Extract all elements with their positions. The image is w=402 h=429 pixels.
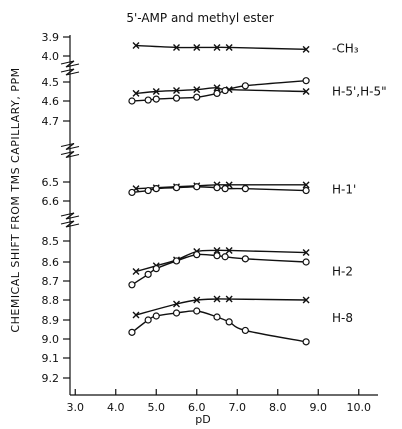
data-point-circle (193, 307, 201, 315)
chart-title: 5'-AMP and methyl ester (126, 11, 273, 25)
data-point-cross (193, 296, 201, 304)
series-label: -CH₃ (332, 41, 359, 55)
y-tick-label: 6.6 (42, 195, 60, 208)
data-point-circle (302, 186, 310, 195)
data-point-circle (172, 94, 181, 102)
data-point-cross (302, 249, 310, 257)
series-label: H-5',H-5" (332, 85, 387, 99)
data-point-circle (221, 253, 229, 261)
data-point-cross (213, 295, 221, 303)
data-point-circle (241, 82, 249, 90)
data-point-cross (225, 295, 233, 303)
axis-break-mark (60, 212, 80, 228)
x-tick-label: 8.0 (269, 401, 287, 414)
data-point-circle (144, 186, 152, 195)
data-point-circle (128, 97, 136, 105)
data-point-cross (213, 43, 221, 51)
data-point-circle (213, 313, 221, 321)
data-point-circle (128, 281, 136, 289)
data-point-circle (213, 184, 221, 192)
axis-break-mark (60, 60, 80, 76)
x-tick-label: 6.0 (188, 401, 206, 414)
x-axis-title: pD (195, 413, 210, 426)
y-tick-label: 8.7 (42, 275, 60, 288)
data-point-cross (132, 268, 140, 275)
y-tick-label: 9.2 (42, 372, 60, 385)
x-tick-label: 3.0 (67, 401, 85, 414)
x-tick-label: 5.0 (148, 401, 166, 414)
axes: 3.9 4.0 4.5 4.6 4.7 6.5 6.6 8.5 8.6 8.7 8.8 8.9 9.0 9… (42, 31, 378, 414)
data-point-circle (144, 316, 152, 324)
data-point-circle (241, 255, 249, 263)
y-tick-label: 4.5 (42, 76, 60, 89)
data-point-cross (213, 84, 221, 92)
y-tick-label: 8.5 (42, 235, 60, 248)
series-line (135, 44, 307, 51)
data-point-circle (128, 188, 136, 197)
data-point-cross (225, 246, 233, 254)
axis-break-mark (60, 142, 80, 159)
y-axis-title: CHEMICAL SHIFT FROM TMS CAPILLARY, PPM (9, 67, 22, 332)
data-point-circle (213, 89, 221, 98)
data-point-cross (173, 43, 180, 51)
data-point-cross (302, 88, 310, 95)
data-point-circle (193, 93, 201, 101)
plot-area (128, 42, 310, 346)
data-point-circle (213, 252, 221, 260)
series-label: H-2 (332, 265, 353, 279)
x-tick-label: 9.0 (310, 401, 328, 414)
data-point-circle (152, 265, 160, 273)
data-point-circle (193, 251, 201, 259)
data-point-cross (173, 87, 180, 95)
data-point-circle (152, 185, 160, 193)
data-point-cross (193, 86, 201, 94)
y-tick-label: 4.0 (42, 50, 60, 63)
data-point-circle (172, 309, 181, 317)
data-point-circle (221, 185, 229, 193)
data-point-cross (302, 296, 310, 304)
data-point-cross (132, 311, 140, 319)
series-label: H-8 (332, 311, 353, 325)
x-tick-label: 7.0 (229, 401, 247, 414)
data-point-cross (193, 43, 201, 51)
y-tick-label: 4.7 (42, 115, 60, 128)
data-point-circle (241, 185, 249, 193)
y-tick-label: 9.0 (42, 333, 60, 346)
y-tick-label: 8.9 (42, 314, 60, 327)
data-point-cross (225, 43, 233, 51)
series-label: H-1' (332, 183, 356, 197)
data-point-circle (172, 257, 181, 265)
data-point-cross (213, 246, 221, 254)
data-point-circle (221, 86, 229, 95)
data-point-circle (241, 326, 249, 335)
data-point-circle (172, 184, 181, 192)
data-point-circle (144, 270, 152, 278)
data-point-circle (302, 258, 310, 266)
data-point-cross (132, 89, 140, 97)
data-point-circle (302, 77, 310, 85)
data-point-circle (152, 312, 160, 320)
data-point-cross (302, 181, 310, 189)
data-point-cross (302, 45, 310, 53)
data-point-circle (302, 338, 310, 346)
y-tick-label: 8.6 (42, 256, 60, 269)
data-point-cross (152, 88, 160, 95)
data-point-cross (173, 300, 180, 308)
data-point-circle (152, 95, 160, 103)
y-tick-label: 9.1 (42, 352, 60, 365)
x-tick-label: 10.0 (347, 401, 372, 414)
y-tick-label: 3.9 (42, 31, 60, 44)
data-point-circle (225, 318, 233, 326)
data-point-circle (193, 183, 201, 191)
data-point-cross (132, 42, 140, 50)
y-tick-label: 6.5 (42, 176, 60, 189)
y-tick-label: 4.6 (42, 95, 60, 108)
y-tick-label: 8.8 (42, 294, 60, 307)
series-line (135, 298, 307, 316)
series-labels: -CH₃ H-5',H-5" H-1' H-2 H-8 (332, 41, 387, 325)
x-tick-label: 4.0 (107, 401, 125, 414)
data-point-circle (144, 96, 152, 104)
data-point-circle (128, 328, 136, 336)
